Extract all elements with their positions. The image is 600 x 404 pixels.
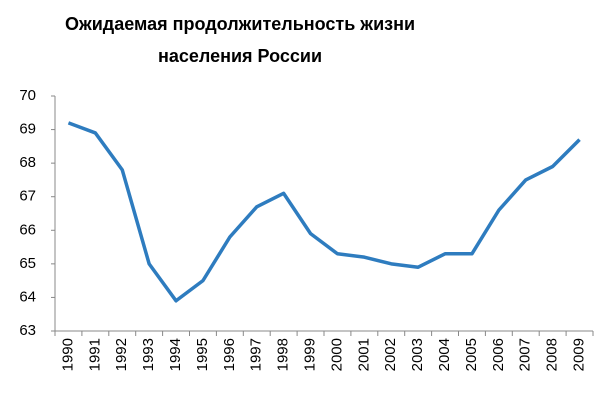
x-tick-label: 2005 [463, 338, 480, 371]
chart-title: Ожидаемая продолжительность жизни населе… [64, 14, 416, 66]
x-tick-label: 1999 [302, 338, 319, 371]
y-tick-label: 68 [19, 154, 36, 171]
y-tick-label: 63 [19, 322, 36, 339]
x-tick-label: 1992 [113, 338, 130, 371]
x-tick-label: 1991 [86, 338, 103, 371]
x-tick-label: 2007 [517, 338, 534, 371]
x-tick-label: 1997 [248, 338, 265, 371]
x-tick-label: 1996 [221, 338, 238, 371]
y-tick-label: 66 [19, 221, 36, 238]
x-tick-label: 2002 [382, 338, 399, 371]
y-tick-label: 65 [19, 255, 36, 272]
x-tick-label: 2003 [409, 338, 426, 371]
x-tick-label: 1998 [275, 338, 292, 371]
x-tick-label: 1994 [167, 338, 184, 371]
x-tick-label: 1990 [59, 338, 76, 371]
x-tick-label: 2004 [436, 338, 453, 371]
x-tick-label: 2009 [571, 338, 588, 371]
y-tick-label: 70 [19, 87, 36, 104]
y-tick-label: 64 [19, 288, 36, 305]
y-tick-label: 69 [19, 121, 36, 138]
x-tick-label: 2001 [355, 338, 372, 371]
x-tick-label: 2000 [328, 338, 345, 371]
x-tick-label: 1993 [140, 338, 157, 371]
x-tick-label: 2006 [490, 338, 507, 371]
x-tick-label: 2008 [544, 338, 561, 371]
x-tick-label: 1995 [194, 338, 211, 371]
line [67, 121, 581, 303]
y-tick-label: 67 [19, 188, 36, 205]
